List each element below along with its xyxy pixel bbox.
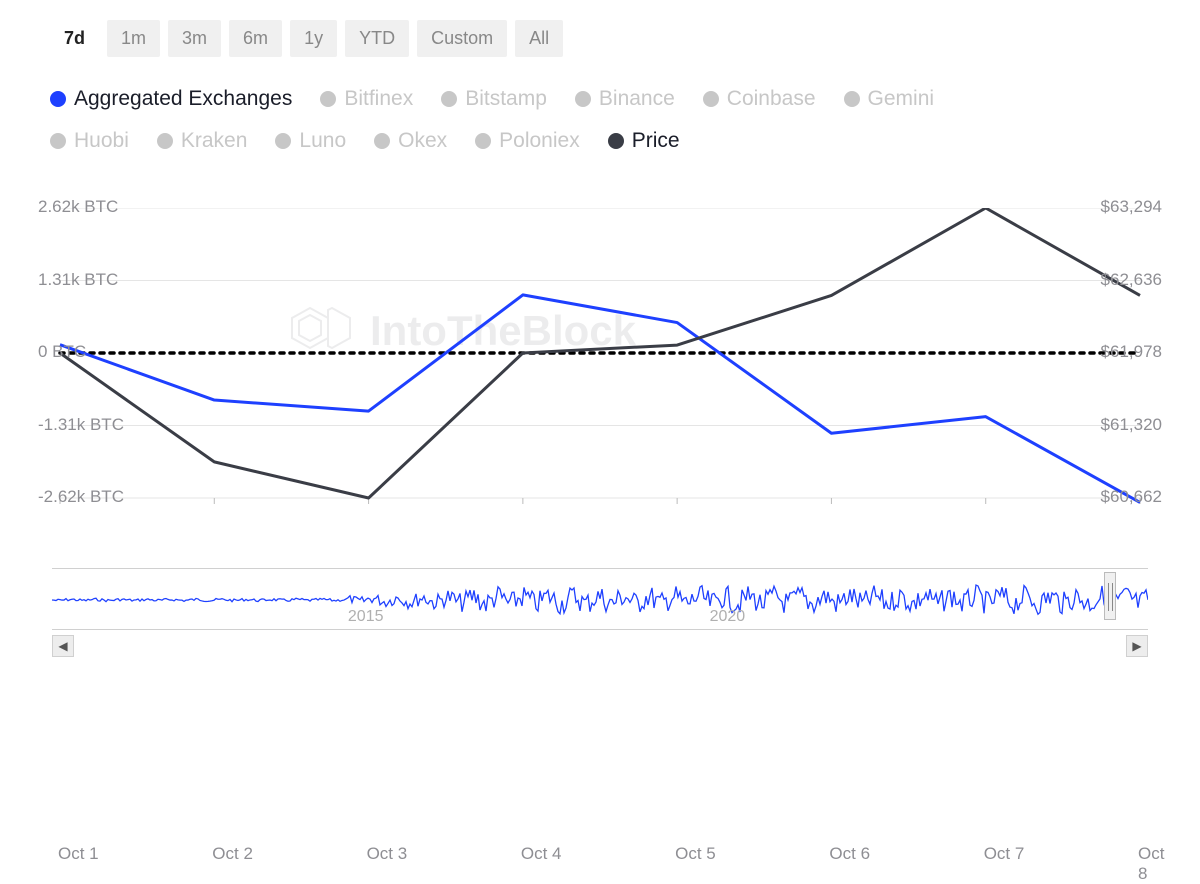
legend-dot-icon	[703, 91, 719, 107]
x-tick: Oct 2	[212, 844, 253, 864]
time-tab-7d[interactable]: 7d	[50, 20, 99, 57]
overview-handle[interactable]	[1104, 572, 1116, 620]
legend-dot-icon	[575, 91, 591, 107]
legend-label: Bitstamp	[465, 87, 547, 111]
x-tick: Oct 4	[521, 844, 562, 864]
y-left-tick: -1.31k BTC	[38, 415, 124, 435]
legend-item-poloniex[interactable]: Poloniex	[475, 129, 580, 153]
legend-label: Price	[632, 129, 680, 153]
legend-dot-icon	[157, 133, 173, 149]
time-tab-3m[interactable]: 3m	[168, 20, 221, 57]
x-tick: Oct 5	[675, 844, 716, 864]
legend-label: Huobi	[74, 129, 129, 153]
time-tab-6m[interactable]: 6m	[229, 20, 282, 57]
legend-item-kraken[interactable]: Kraken	[157, 129, 248, 153]
y-left-tick: 2.62k BTC	[38, 197, 118, 217]
legend-item-coinbase[interactable]: Coinbase	[703, 87, 816, 111]
y-right-tick: $61,320	[1101, 415, 1162, 435]
x-tick: Oct 7	[984, 844, 1025, 864]
legend-dot-icon	[441, 91, 457, 107]
legend-item-bitstamp[interactable]: Bitstamp	[441, 87, 547, 111]
legend-dot-icon	[844, 91, 860, 107]
time-tab-1m[interactable]: 1m	[107, 20, 160, 57]
legend-dot-icon	[320, 91, 336, 107]
overview-scroll-right[interactable]: ▶	[1126, 635, 1148, 657]
x-tick: Oct 3	[367, 844, 408, 864]
time-tab-custom[interactable]: Custom	[417, 20, 507, 57]
time-tab-ytd[interactable]: YTD	[345, 20, 409, 57]
legend-label: Okex	[398, 129, 447, 153]
legend-item-bitfinex[interactable]: Bitfinex	[320, 87, 413, 111]
y-right-tick: $61,978	[1101, 342, 1162, 362]
overview-scroll-left[interactable]: ◀	[52, 635, 74, 657]
y-left-tick: -2.62k BTC	[38, 487, 124, 507]
legend-label: Luno	[299, 129, 346, 153]
legend-item-gemini[interactable]: Gemini	[844, 87, 935, 111]
y-right-tick: $60,662	[1101, 487, 1162, 507]
legend-item-okex[interactable]: Okex	[374, 129, 447, 153]
legend-item-huobi[interactable]: Huobi	[50, 129, 129, 153]
legend-dot-icon	[475, 133, 491, 149]
overview-chart[interactable]: 20152020 ◀ ▶	[30, 568, 1170, 658]
y-right-tick: $63,294	[1101, 197, 1162, 217]
overview-svg	[52, 568, 1148, 630]
y-left-tick: 0 BTC	[38, 342, 86, 362]
legend-label: Bitfinex	[344, 87, 413, 111]
x-tick: Oct 1	[58, 844, 99, 864]
legend-item-aggregated-exchanges[interactable]: Aggregated Exchanges	[50, 87, 292, 111]
legend-dot-icon	[50, 91, 66, 107]
legend-label: Kraken	[181, 129, 248, 153]
time-range-tabs: 7d1m3m6m1yYTDCustomAll	[50, 20, 1170, 57]
y-right-tick: $62,636	[1101, 270, 1162, 290]
legend-dot-icon	[50, 133, 66, 149]
legend-item-luno[interactable]: Luno	[275, 129, 346, 153]
time-tab-1y[interactable]: 1y	[290, 20, 337, 57]
time-tab-all[interactable]: All	[515, 20, 563, 57]
legend-item-binance[interactable]: Binance	[575, 87, 675, 111]
legend-label: Aggregated Exchanges	[74, 87, 292, 111]
legend-dot-icon	[608, 133, 624, 149]
legend-label: Poloniex	[499, 129, 580, 153]
main-chart[interactable]: IntoTheBlock 2.62k BTC1.31k BTC0 BTC-1.3…	[30, 208, 1170, 538]
legend-dot-icon	[275, 133, 291, 149]
legend-item-price[interactable]: Price	[608, 129, 680, 153]
legend-label: Gemini	[868, 87, 935, 111]
legend-label: Binance	[599, 87, 675, 111]
x-tick: Oct 8	[1138, 844, 1170, 884]
legend-dot-icon	[374, 133, 390, 149]
y-left-tick: 1.31k BTC	[38, 270, 118, 290]
x-tick: Oct 6	[829, 844, 870, 864]
chart-svg	[30, 208, 1170, 538]
series-legend: Aggregated Exchanges Bitfinex Bitstamp Bina…	[50, 87, 970, 153]
legend-label: Coinbase	[727, 87, 816, 111]
